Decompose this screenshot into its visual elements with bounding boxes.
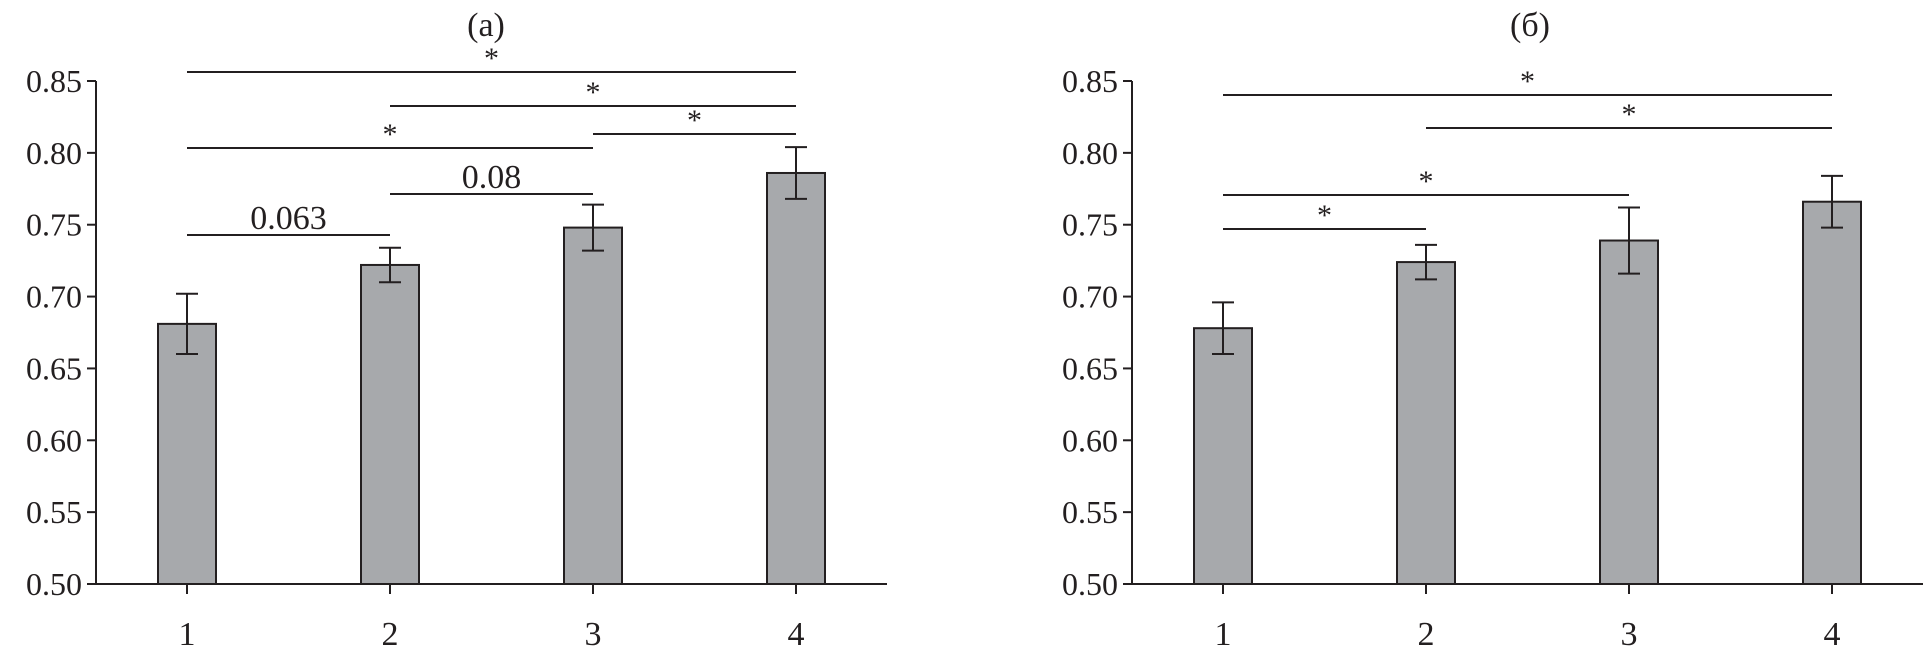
significance-label: * (1317, 199, 1332, 232)
significance-label: * (1622, 98, 1637, 131)
x-tick-label: 2 (382, 616, 399, 653)
chart-title: (a) (467, 7, 505, 44)
y-tick-label: 0.70 (1062, 279, 1118, 315)
x-tick-label: 4 (1824, 616, 1841, 653)
significance-label: * (484, 42, 499, 75)
significance-label: * (383, 118, 398, 151)
y-tick-label: 0.80 (26, 135, 82, 171)
y-tick-label: 0.65 (1062, 350, 1118, 386)
significance-label: 0.063 (250, 200, 327, 237)
y-tick-label: 0.55 (1062, 494, 1118, 530)
chart-panel-2: (б) 0.50 0.55 0.60 0.65 0.70 0.75 0.80 0.85 1 2 3 4 *… (1062, 7, 1923, 653)
y-tick-label: 0.80 (1062, 135, 1118, 171)
x-tick-label: 1 (179, 616, 196, 653)
y-tick-label: 0.60 (26, 422, 82, 458)
significance-label: * (687, 104, 702, 137)
significance-label: * (586, 76, 601, 109)
y-tick-label: 0.85 (1062, 63, 1118, 99)
bar (1193, 327, 1253, 585)
chart-title: (б) (1510, 7, 1550, 44)
y-tick-label: 0.75 (1062, 207, 1118, 243)
significance-label: 0.08 (462, 159, 522, 196)
y-tick-label: 0.75 (26, 207, 82, 243)
x-tick-label: 4 (788, 616, 805, 653)
y-tick-label: 0.60 (1062, 422, 1118, 458)
bar (766, 171, 826, 585)
bar (157, 322, 217, 585)
y-tick-label: 0.50 (1062, 566, 1118, 602)
x-tick-label: 3 (1621, 616, 1638, 653)
significance-label: * (1419, 165, 1434, 198)
y-tick-label: 0.55 (26, 494, 82, 530)
y-tick-label: 0.65 (26, 350, 82, 386)
significance-label: * (1520, 65, 1535, 98)
bar (563, 226, 623, 586)
bar (1396, 261, 1456, 585)
bar (1802, 200, 1862, 585)
y-tick-label: 0.50 (26, 566, 82, 602)
chart-panel-1: (a) 0.50 0.55 0.60 0.65 0.70 0.75 0.80 0.85 1 2 3 4 *… (26, 7, 887, 653)
bar (1599, 239, 1659, 585)
y-tick-label: 0.85 (26, 63, 82, 99)
x-tick-label: 3 (585, 616, 602, 653)
x-tick-label: 2 (1418, 616, 1435, 653)
x-tick-label: 1 (1215, 616, 1232, 653)
y-tick-label: 0.70 (26, 279, 82, 315)
bar (360, 263, 420, 585)
